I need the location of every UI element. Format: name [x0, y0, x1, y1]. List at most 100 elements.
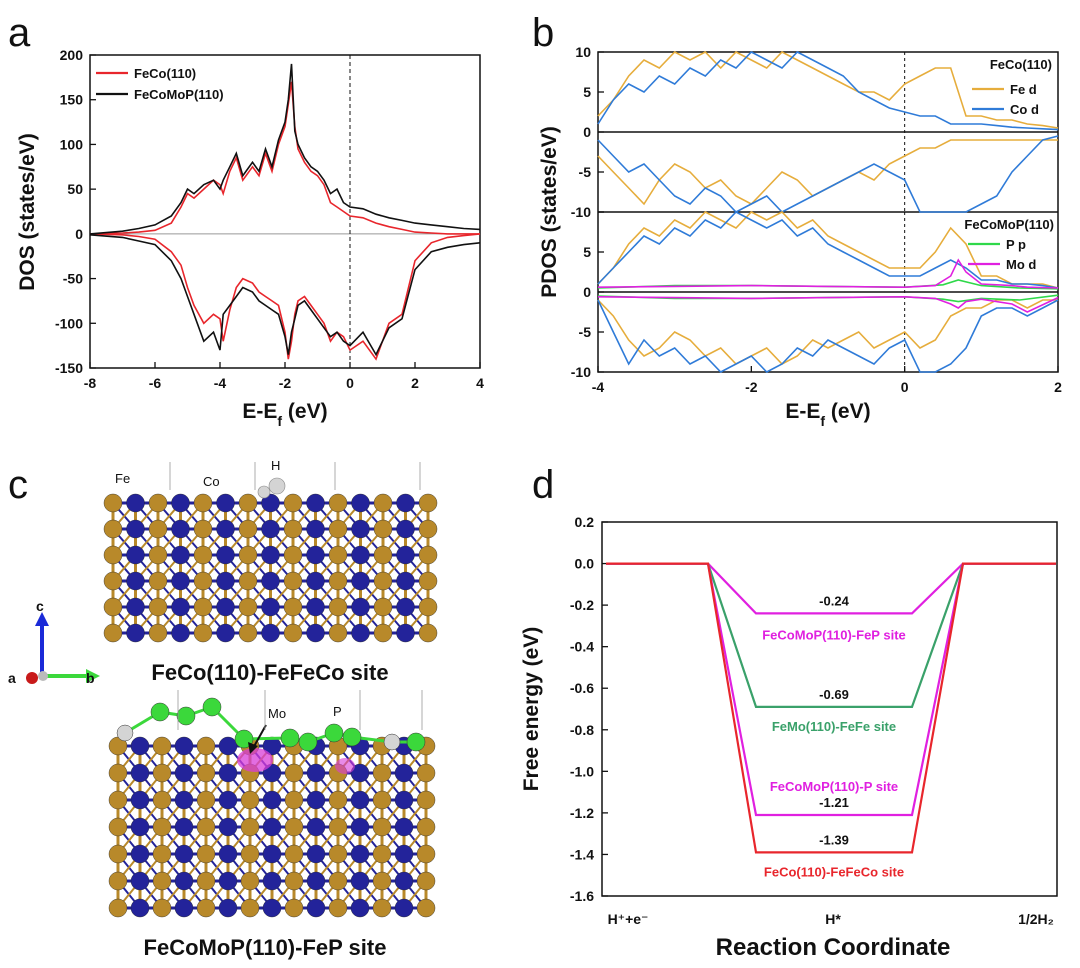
atom-label-co: Co [203, 474, 220, 489]
atom-fe [283, 545, 303, 565]
a-xtick-label: 4 [476, 375, 484, 391]
structure-feco-top [103, 462, 438, 643]
atom-fe [328, 844, 348, 864]
atom-co [351, 571, 370, 591]
atom-co [262, 817, 282, 837]
atom-mo [335, 758, 355, 774]
atom-co [350, 817, 370, 837]
axis-c-arrowhead [35, 612, 49, 626]
atom-co [396, 493, 415, 513]
b-series-line-up [597, 211, 1059, 289]
b-series-line-dn [597, 139, 1058, 206]
atom-fe [418, 623, 438, 643]
panel-b-top-label: FeCo(110) [990, 57, 1052, 72]
atom-fe [103, 597, 123, 617]
atom-co [396, 623, 415, 643]
atom-p [280, 728, 300, 748]
atom-p [324, 723, 344, 743]
atom-co [262, 871, 282, 891]
xcat-start: H⁺+e⁻ [608, 911, 649, 927]
atom-co [130, 763, 150, 783]
atom-h [268, 477, 286, 495]
panel-letter-a: a [8, 11, 31, 55]
atom-fe [108, 763, 128, 783]
atom-fe [328, 493, 348, 513]
atom-fe [108, 871, 128, 891]
d-ytick-label: -0.8 [570, 722, 594, 738]
atom-co [261, 493, 280, 513]
atom-fe [284, 790, 304, 810]
b-series-line-up [597, 211, 1059, 289]
atom-co [261, 571, 280, 591]
atom-co [261, 519, 280, 539]
atom-co [351, 519, 370, 539]
atom-fe [238, 519, 258, 539]
atom-fe [373, 493, 393, 513]
atom-co [171, 493, 190, 513]
a-series-line-up [89, 63, 481, 235]
atom-co [126, 571, 145, 591]
atom-fe [196, 871, 216, 891]
atom-fe [103, 623, 123, 643]
panel-a-xlabel-main: E-E [242, 400, 277, 423]
b-series-line-up [597, 51, 1059, 131]
panel-d-free-energy-chart: -1.6 -1.4 -1.2 -1.0 -0.8 -0.6 -0.4 -0.2 0.0 0.2 -… [520, 514, 1058, 961]
atom-fe [238, 545, 258, 565]
atom-co [218, 844, 238, 864]
d-ytick-label: 0.2 [575, 514, 595, 530]
panel-b-legend-bottom: FeCoMoP(110) P p Mo d [964, 217, 1054, 272]
atom-p [202, 697, 222, 717]
atom-label-h: H [271, 458, 280, 473]
atom-co [306, 597, 325, 617]
atom-fe [152, 844, 172, 864]
atom-co [394, 763, 414, 783]
b-ytick-label: 5 [583, 244, 591, 260]
atom-co [126, 519, 145, 539]
atom-fe [148, 519, 168, 539]
atom-co [130, 736, 150, 756]
d-series-name-label: FeCo(110)-FeFeCo site [764, 864, 904, 879]
atom-co [351, 597, 370, 617]
a-xtick-label: 2 [411, 375, 419, 391]
atom-fe [103, 493, 123, 513]
atom-fe [284, 763, 304, 783]
atom-fe [148, 571, 168, 591]
atom-fe [416, 790, 436, 810]
a-ytick-label: 50 [67, 181, 83, 197]
atom-fe [416, 871, 436, 891]
xcat-h2: 1/2H₂ [1018, 911, 1054, 927]
axis-b-arrowhead [86, 669, 100, 683]
d-ytick-label: -0.6 [570, 680, 594, 696]
atom-fe [372, 898, 392, 918]
atom-fe [416, 817, 436, 837]
atom-fe [196, 736, 216, 756]
atom-fe [238, 597, 258, 617]
a-ytick-label: -150 [55, 360, 83, 376]
panel-a-legend: FeCo(110) FeCoMoP(110) [96, 66, 224, 102]
a-ytick-label: 100 [60, 136, 84, 152]
atom-fe [328, 623, 348, 643]
atom-co [218, 763, 238, 783]
d-ytick-label: -1.2 [570, 805, 594, 821]
atom-co [350, 763, 370, 783]
atom-fe [372, 790, 392, 810]
atom-fe [328, 597, 348, 617]
atom-fe [416, 844, 436, 864]
atom-fe [372, 817, 392, 837]
atom-co [174, 817, 194, 837]
panel-d-xlabel: Reaction Coordinate [716, 934, 951, 961]
atom-h [116, 724, 134, 742]
atom-co [306, 493, 325, 513]
atom-co [130, 817, 150, 837]
atom-label-p: P [333, 704, 342, 719]
b-series-line-dn [597, 135, 1059, 213]
panel-letter-b: b [532, 11, 554, 55]
a-xtick-label: -8 [84, 375, 97, 391]
atom-fe [373, 597, 393, 617]
atom-co [351, 623, 370, 643]
atom-co [218, 898, 238, 918]
atom-co [174, 736, 194, 756]
b-xtick-label: -4 [592, 379, 605, 395]
b-series-line-dn [597, 295, 1059, 313]
